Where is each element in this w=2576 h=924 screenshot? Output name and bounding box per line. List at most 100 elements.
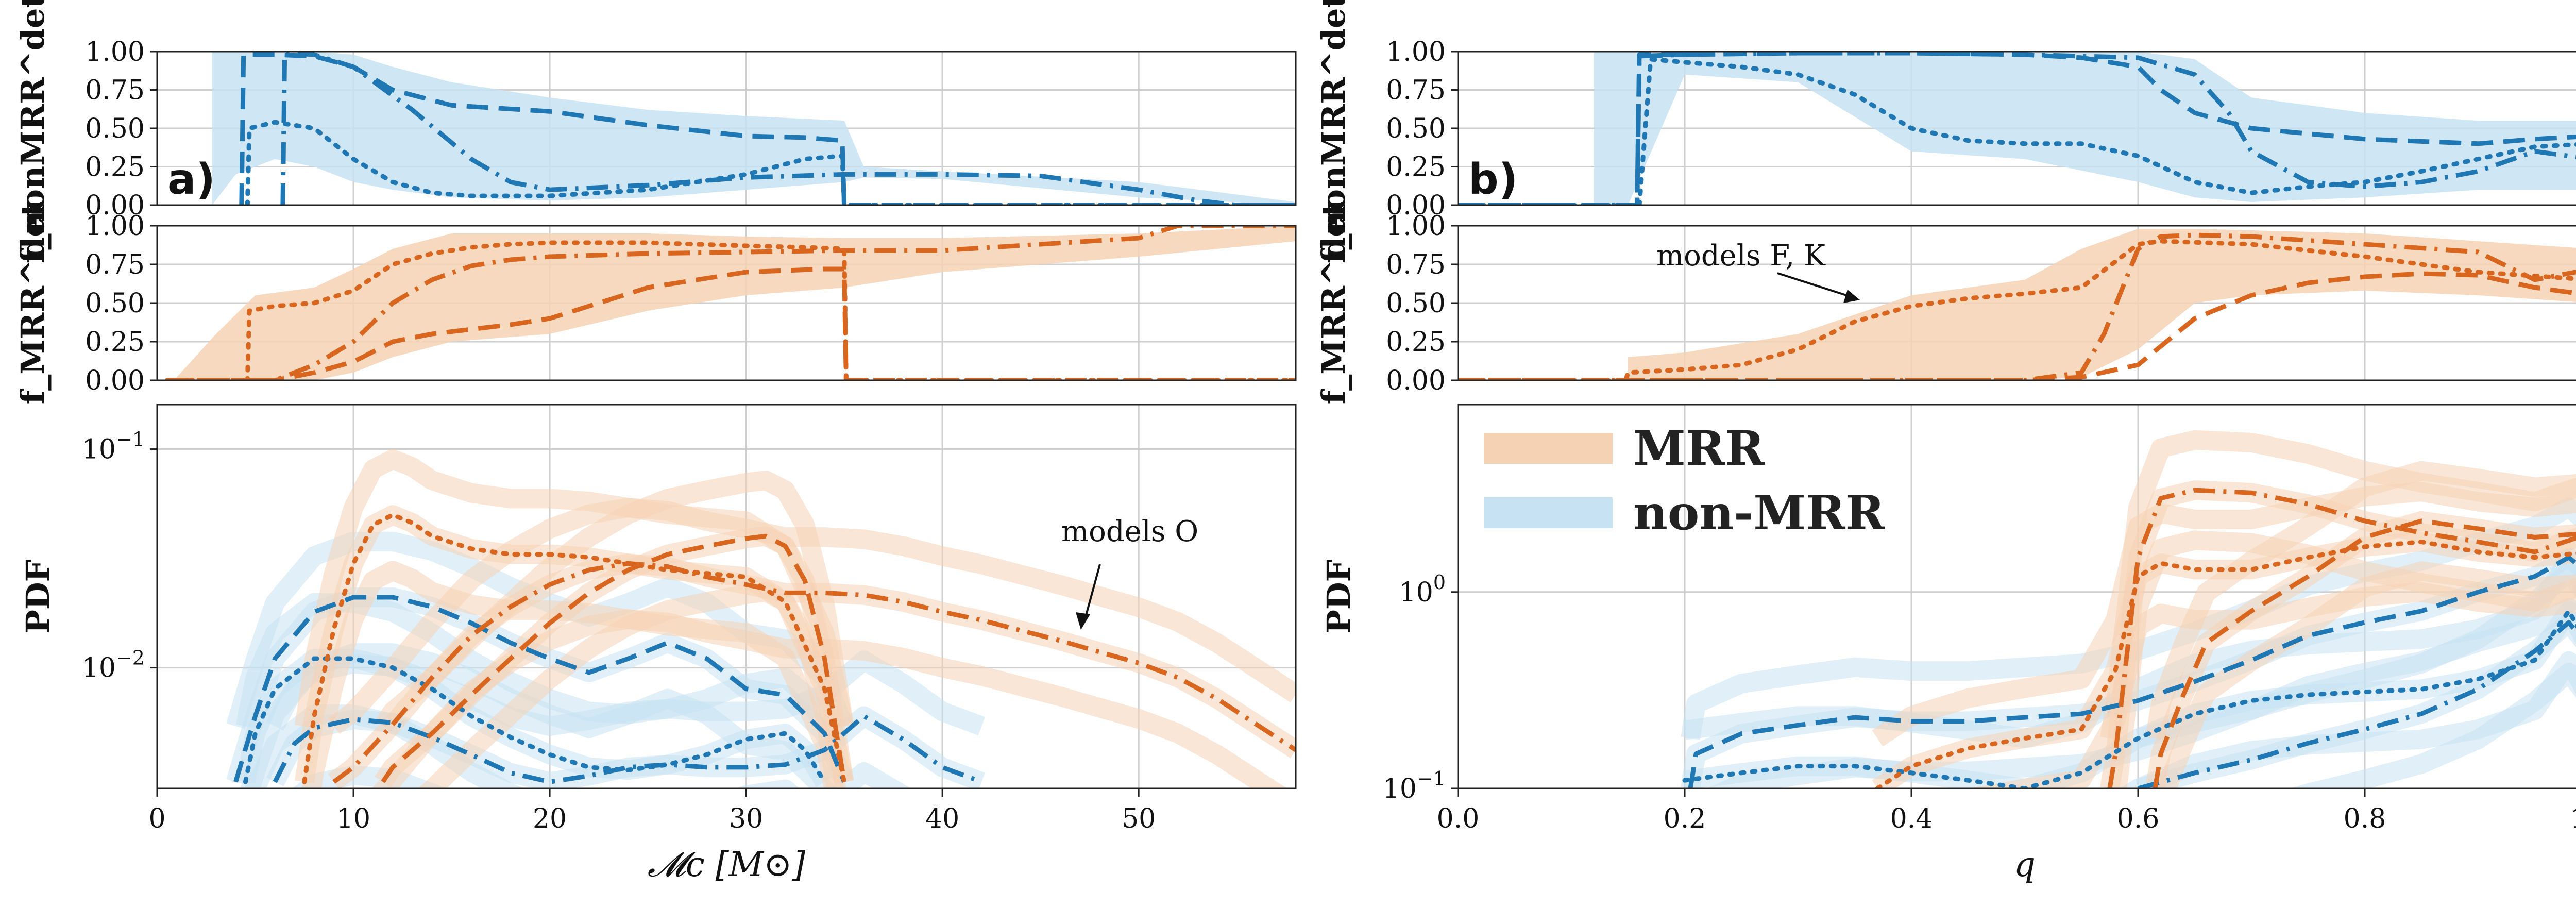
annotation-arrow: [1777, 272, 1850, 297]
nonmrr-dashed-line: [1688, 555, 2576, 788]
plot-area: [1458, 229, 2576, 380]
y-tick-label: 0.25: [1386, 327, 1446, 358]
mrr-model-band: [2145, 461, 2576, 740]
y-tick-label: 10−2: [82, 647, 145, 684]
y-tick-label: 1.00: [1386, 37, 1446, 68]
x-tick-label: 30: [729, 803, 763, 834]
mrr-dotted-line: [1875, 540, 2576, 788]
axes-frame: [156, 404, 1297, 789]
x-tick-label: 20: [533, 803, 567, 834]
y-tick-label: 0.00: [1386, 365, 1446, 396]
nonmrr-model-band: [292, 762, 911, 788]
mrr-model-band: [328, 498, 1296, 734]
y-tick-label: 0.75: [85, 75, 145, 106]
legend-swatch-mrr: [1484, 433, 1613, 464]
mrr-model-band: [1628, 229, 2576, 380]
nonmrr-dotted-line: [1458, 57, 2576, 205]
nonmrr-dashed-line: [239, 52, 1296, 205]
y-axis-label: f_MRR^det: [1315, 201, 1352, 404]
plot-area: [164, 226, 1296, 380]
x-tick-label: 0.2: [1664, 803, 1706, 834]
subplot-mrr_fraction: 0.00 0.25 0.50 0.75 1.00 f_MRR^det: [14, 201, 1297, 404]
nonmrr-dashdot-line: [1458, 52, 2576, 205]
subplot-nonmrr_fraction: 0.00 0.25 0.50 0.75 1.00 f_nonMRR^det: [14, 0, 1297, 263]
panel-b: 0.00 0.25 0.50 0.75 1.00 f_nonMRR^det 0.00 0.25…: [1315, 0, 2576, 884]
y-tick-label: 0.50: [1386, 113, 1446, 144]
x-axis-label: q: [2014, 845, 2036, 884]
panel-label: b): [1468, 155, 1518, 204]
y-tick-label: 0.75: [1386, 249, 1446, 280]
x-tick-label: 1.0: [2570, 803, 2576, 834]
y-tick-label: 0.25: [1386, 152, 1446, 183]
y-tick-label: 1.00: [1386, 211, 1446, 242]
x-tick-label: 0.6: [2117, 803, 2160, 834]
mrr-model-band: [2156, 561, 2576, 788]
legend-label-mrr: MRR: [1633, 421, 1765, 476]
plot-area: [212, 52, 1296, 205]
mrr-dashdot-line: [2107, 488, 2576, 788]
y-axis-label: PDF: [19, 559, 57, 633]
mrr-dashed-line: [2153, 518, 2576, 788]
mrr-dotted-line: [1458, 239, 2576, 380]
y-axis-label: PDF: [1320, 559, 1358, 633]
plot-area: [1681, 430, 2576, 788]
y-tick-label: 10−1: [1383, 767, 1446, 804]
y-tick-label: 0.25: [85, 152, 145, 183]
y-tick-label: 0.50: [85, 113, 145, 144]
legend: MRR non-MRR: [1484, 421, 1885, 541]
y-tick-label: 1.00: [85, 211, 145, 242]
y-axis-label: f_nonMRR^det: [14, 0, 52, 263]
x-tick-label: 0.4: [1890, 803, 1933, 834]
x-tick-label: 10: [336, 803, 370, 834]
axes-frame: [1457, 404, 2576, 789]
y-tick-label: 0.25: [85, 327, 145, 358]
y-tick-label: 1.00: [85, 37, 145, 68]
axes-frame: [156, 225, 1297, 381]
mrr-dotted-line: [164, 240, 1296, 380]
y-tick-label: 10−1: [82, 428, 145, 465]
mrr-dashdot-line: [1458, 232, 2576, 380]
y-tick-label: 0.50: [1386, 288, 1446, 319]
nonmrr-dashdot-line: [280, 52, 1296, 205]
y-tick-label: 0.00: [85, 365, 145, 396]
x-axis-label: 𝓜c [M⊙]: [648, 845, 805, 884]
legend-swatch-nonmrr: [1484, 497, 1613, 528]
mrr-dashed-line: [1458, 271, 2576, 380]
mrr-dashed-line: [381, 533, 847, 783]
axes-frame: [1457, 51, 2576, 206]
subplot-mrr_fraction: 0.00 0.25 0.50 0.75 1.00 f_MRR^det: [1315, 201, 2576, 404]
nonmrr-dotted-line: [1682, 609, 2576, 788]
y-tick-label: 0.00: [85, 190, 145, 221]
plot-area: [226, 449, 1296, 788]
y-tick-label: 0.75: [1386, 75, 1446, 106]
axes-frame: [156, 51, 1297, 206]
x-tick-label: 50: [1122, 803, 1156, 834]
x-tick-label: 0: [148, 803, 165, 834]
nonmrr-dashed-line: [233, 595, 846, 783]
x-tick-label: 0.8: [2344, 803, 2386, 834]
annotation-models-o: models O: [1061, 515, 1198, 548]
y-tick-label: 0.00: [1386, 190, 1446, 221]
plot-area: [1458, 52, 2576, 205]
nonmrr-model-band: [2290, 663, 2576, 788]
y-tick-label: 0.75: [85, 249, 145, 280]
subplot-pdf: 10−2 10−1 PDF 0 10 20 30 40 50 𝓜c [M⊙]: [19, 404, 1297, 884]
panel-a: 0.00 0.25 0.50 0.75 1.00 f_nonMRR^det 0.00 0.25…: [14, 0, 1297, 884]
mrr-model-band: [177, 226, 1296, 380]
y-tick-label: 0.50: [85, 288, 145, 319]
nonmrr-dashdot-line: [273, 714, 982, 784]
nonmrr-dashdot-line: [2137, 620, 2576, 788]
x-tick-label: 40: [925, 803, 959, 834]
nonmrr-model-band: [266, 650, 985, 736]
y-axis-label: f_nonMRR^det: [1315, 0, 1352, 263]
subplot-nonmrr_fraction: 0.00 0.25 0.50 0.75 1.00 f_nonMRR^det: [1315, 0, 2576, 263]
legend-label-nonmrr: non-MRR: [1633, 485, 1885, 541]
nonmrr-dotted-line: [243, 656, 827, 784]
subplot-pdf: 10−1 100 PDF 0.0 0.2 0.4 0.6 0.8 1.0 q: [1320, 404, 2576, 884]
mrr-dashed-line: [167, 266, 1296, 380]
x-tick-label: 0.0: [1437, 803, 1480, 834]
nonmrr-dotted-line: [245, 120, 1296, 205]
annotation-models-fk: models F, K: [1656, 239, 1826, 273]
axes-frame: [1457, 225, 2576, 381]
